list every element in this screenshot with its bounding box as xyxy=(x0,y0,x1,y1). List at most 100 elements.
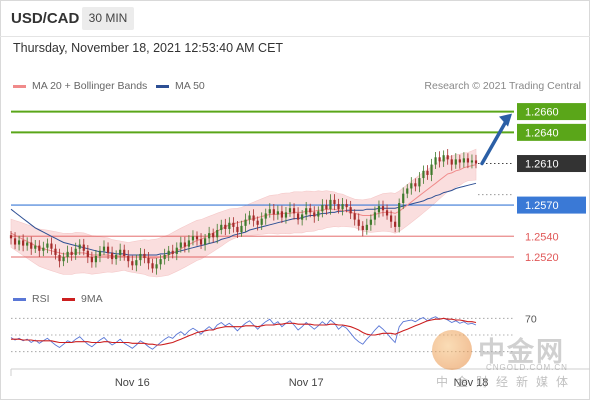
candle-body xyxy=(155,264,158,269)
candle-body xyxy=(38,245,41,251)
candle-body xyxy=(474,160,478,164)
candle-body xyxy=(301,214,304,220)
x-tick-label: Nov 16 xyxy=(115,377,150,389)
header-divider xyxy=(0,36,590,37)
watermark-en: CNGOLD.COM.CN xyxy=(486,363,568,372)
candle-body xyxy=(94,255,98,263)
candle-body xyxy=(62,257,65,262)
candle-body xyxy=(220,224,223,231)
legend-rsi: RSI xyxy=(13,293,50,305)
candle-body xyxy=(151,263,154,269)
candle-body xyxy=(22,240,25,246)
timestamp: Thursday, November 18, 2021 12:53:40 AM … xyxy=(13,41,284,55)
candle-body xyxy=(377,206,381,213)
candle-body xyxy=(106,246,110,253)
candle-body xyxy=(365,224,368,231)
candle-body xyxy=(228,222,231,229)
rsi-ma-swatch xyxy=(62,297,75,301)
level-badge-1-2570 xyxy=(517,196,586,214)
candle-body xyxy=(438,157,441,162)
timeframe-button[interactable]: 30 MIN xyxy=(82,7,134,30)
watermark-cn: 中金网 xyxy=(478,337,565,368)
candle-body xyxy=(373,212,377,220)
candle-body xyxy=(309,208,312,213)
candle-body xyxy=(264,213,267,219)
candle-body xyxy=(333,199,336,205)
candle-body xyxy=(402,193,405,204)
projection-arrow-head xyxy=(499,113,512,127)
candle-body xyxy=(292,208,296,214)
candle-body xyxy=(317,211,320,217)
research-credit: Research © 2021 Trading Central xyxy=(424,80,581,92)
candle-body xyxy=(341,204,344,210)
candle-body xyxy=(442,155,445,162)
candle-body xyxy=(313,212,316,217)
candle-body xyxy=(9,235,13,239)
candle-body xyxy=(252,215,255,221)
candle-body xyxy=(82,244,85,251)
candle-body xyxy=(430,164,433,175)
candle-body xyxy=(284,212,288,218)
rsi-swatch xyxy=(13,297,26,301)
candle-body xyxy=(147,258,150,264)
watermark-sub: 中金财经新媒体 xyxy=(436,375,577,389)
watermark: 中金网 CNGOLD.COM.CN 中金财经新媒体 xyxy=(432,330,582,390)
candle-body xyxy=(454,159,457,165)
legend-rsi-ma: 9MA xyxy=(62,293,103,305)
candle-body xyxy=(123,249,126,256)
candle-body xyxy=(256,220,259,225)
candle-body xyxy=(179,242,182,248)
candle-body xyxy=(50,243,53,249)
candle-body xyxy=(216,230,219,238)
level-label-1-2570: 1.2570 xyxy=(525,200,559,212)
candle-body xyxy=(17,240,21,245)
currency-pair-title: USD/CAD xyxy=(11,10,80,27)
level-label-1-2610: 1.2610 xyxy=(525,159,559,171)
level-label-1-2660: 1.2660 xyxy=(525,107,559,119)
level-badge-1-2660 xyxy=(517,103,586,121)
candle-body xyxy=(175,247,178,254)
rsi-label: RSI xyxy=(32,293,50,305)
candle-body xyxy=(127,255,130,262)
candle-body xyxy=(394,221,397,227)
candle-body xyxy=(115,254,118,260)
watermark-logo-icon xyxy=(432,330,472,370)
candle-body xyxy=(183,242,186,247)
candle-body xyxy=(410,183,413,189)
candle-body xyxy=(66,251,69,258)
candle-body xyxy=(353,213,356,220)
candle-body xyxy=(329,199,332,210)
candle-body xyxy=(13,238,17,245)
rsi-line xyxy=(10,316,477,350)
rsi-ma-label: 9MA xyxy=(81,293,103,305)
candle-body xyxy=(26,242,29,246)
level-label-1-2640: 1.2640 xyxy=(525,127,559,139)
candle-body xyxy=(171,250,174,254)
candle-body xyxy=(34,245,37,249)
candle-body xyxy=(418,178,421,187)
candle-body xyxy=(212,233,215,238)
candle-body xyxy=(46,243,49,248)
candle-body xyxy=(381,206,385,211)
candle-body xyxy=(248,215,251,220)
candle-body xyxy=(203,238,207,245)
candle-body xyxy=(232,222,235,227)
ma50-label: MA 50 xyxy=(175,80,205,92)
candle-body xyxy=(450,159,453,165)
candle-body xyxy=(321,205,324,212)
candle-body xyxy=(466,158,470,163)
candle-body xyxy=(357,219,360,226)
level-label-1-2520: 1.2520 xyxy=(525,252,559,264)
candle-body xyxy=(187,240,191,247)
candle-body xyxy=(58,254,61,262)
candle-body xyxy=(337,204,340,210)
candle-body xyxy=(276,211,279,215)
bollinger-band xyxy=(10,148,477,278)
candle-body xyxy=(361,225,364,231)
candle-body xyxy=(470,160,474,163)
candle-body xyxy=(102,246,106,251)
candle-body xyxy=(159,259,162,265)
candle-body xyxy=(296,213,300,220)
x-tick-label: Nov 18 xyxy=(454,377,489,389)
